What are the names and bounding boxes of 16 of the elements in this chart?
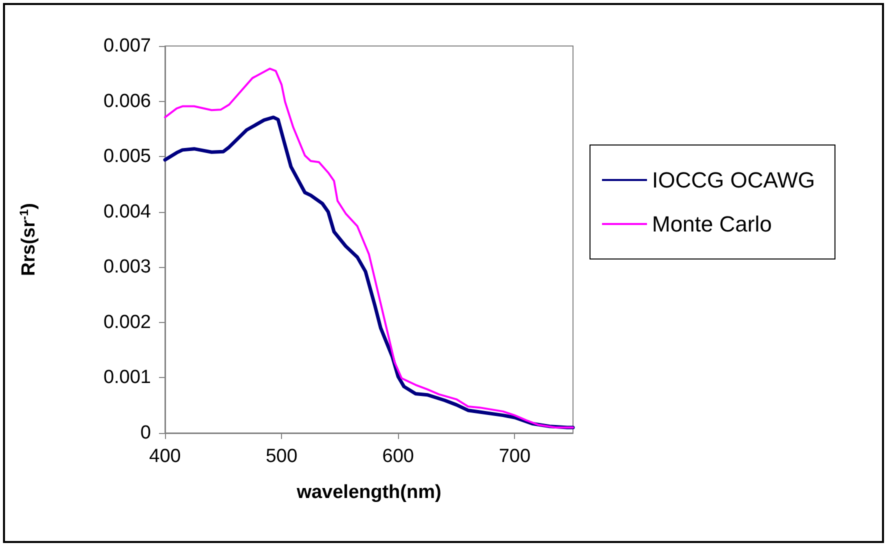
legend-label: Monte Carlo xyxy=(652,212,772,236)
y-tick-label: 0.003 xyxy=(103,256,151,278)
x-tick-label: 500 xyxy=(266,446,298,467)
legend-label: IOCCG OCAWG xyxy=(652,168,815,192)
x-tick-label: 600 xyxy=(382,446,414,467)
y-tick-label: 0 xyxy=(140,422,151,444)
y-tick-label: 0.005 xyxy=(103,146,151,168)
y-tick-label: 0.001 xyxy=(103,367,151,388)
x-tick-label: 400 xyxy=(149,446,181,467)
y-tick-label: 0.004 xyxy=(103,201,152,222)
x-tick-label: 700 xyxy=(498,446,531,467)
y-tick-label: 0.002 xyxy=(103,312,151,333)
y-tick-label: 0.006 xyxy=(103,90,151,112)
y-axis-title: Rrs(sr-1) xyxy=(17,203,40,276)
y-tick-label: 0.007 xyxy=(103,36,151,56)
x-axis-title: wavelength(nm) xyxy=(296,482,442,503)
